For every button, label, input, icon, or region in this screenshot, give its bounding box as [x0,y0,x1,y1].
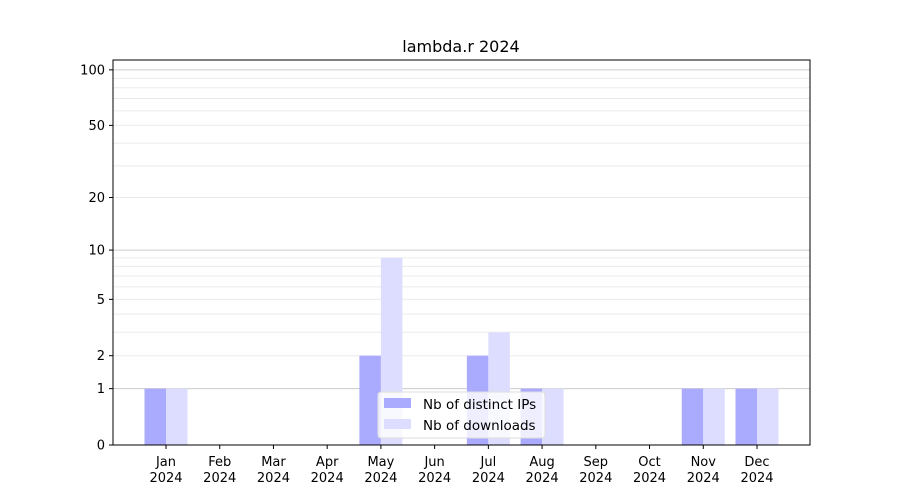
y-tick-label: 2 [97,349,105,364]
x-tick-label: Aug 2024 [526,455,559,486]
x-tick-label: Jul 2024 [472,455,505,486]
x-tick-label: Jan 2024 [149,455,182,486]
legend-swatch-downloads [384,419,411,429]
plot-frame [112,59,811,446]
x-tick-label: Feb 2024 [203,455,236,486]
legend-label-ips: Nb of distinct IPs [423,397,536,413]
y-tick-label: 100 [80,63,105,78]
y-tick-label: 10 [88,244,105,259]
y-tick-label: 50 [88,119,105,134]
y-tick-label: 20 [88,191,105,206]
x-tick-label: Sep 2024 [579,455,612,486]
bar-downloads [166,388,188,445]
x-tick-label: Nov 2024 [687,455,720,486]
y-tick-label: 5 [97,293,105,308]
x-tick-label: Jun 2024 [418,455,451,486]
x-tick-label: May 2024 [364,455,397,486]
legend: Nb of distinct IPs Nb of downloads [377,391,546,439]
x-tick-label: Mar 2024 [257,455,290,486]
y-tick-label: 0 [97,439,105,454]
legend-swatch-ips [384,398,411,408]
bar-distinct-ips [681,388,704,445]
y-tick-label: 1 [97,382,105,397]
bar-downloads [757,388,779,445]
legend-box [377,391,546,439]
x-tick-label: Dec 2024 [740,455,773,486]
bar-distinct-ips [144,388,166,445]
bar-distinct-ips [359,355,381,445]
bar-downloads [703,388,725,445]
bar-distinct-ips [735,388,757,445]
bar-downloads [542,388,564,445]
legend-label-downloads: Nb of downloads [423,418,536,434]
chart-title: lambda.r 2024 [402,37,519,56]
x-tick-label: Apr 2024 [311,455,344,486]
x-tick-label: Oct 2024 [633,455,666,486]
